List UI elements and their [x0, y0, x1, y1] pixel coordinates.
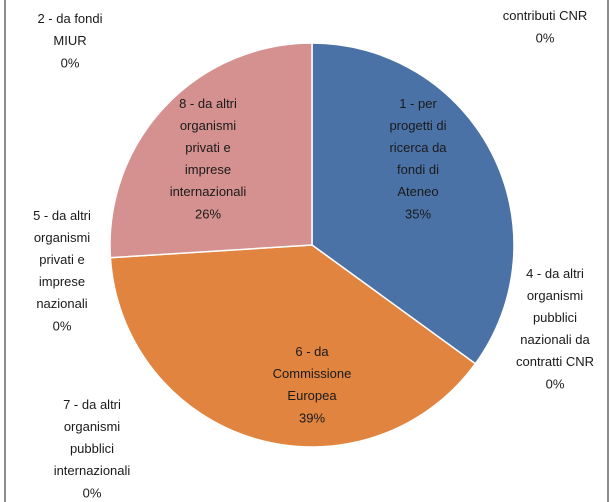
slice-label: 1 - per progetti di ricerca da fondi di Aten…: [389, 96, 447, 199]
slice-label: 2 - da fondi MIUR: [37, 11, 102, 48]
slice-label: 5 - da altri organismi privati e imprese naz…: [33, 208, 91, 311]
value-label: 0%: [83, 485, 102, 500]
slice-label: 8 - da altri organismi privati e imprese int…: [170, 96, 247, 199]
value-label: 0%: [53, 318, 72, 333]
slice-label: 4 - da altri organismi pubblici nazionali d…: [516, 266, 594, 369]
value-label: 0%: [61, 55, 80, 70]
value-label: 0%: [546, 376, 565, 391]
pie-slice: [109, 244, 477, 448]
slice-label: 7 - da altri organismi pubblici internazion…: [54, 397, 131, 478]
frame: [4, 0, 609, 502]
value-label: 39%: [299, 410, 325, 425]
slice-label: 6 - da Commissione Europea: [273, 344, 352, 403]
value-label: 26%: [195, 206, 221, 221]
pie-slice: [311, 42, 515, 365]
value-label: 0%: [536, 30, 555, 45]
slice-label: 3 - dacontributi CNR: [503, 0, 588, 23]
pie-slice: [109, 42, 313, 259]
value-label: 35%: [405, 206, 431, 221]
